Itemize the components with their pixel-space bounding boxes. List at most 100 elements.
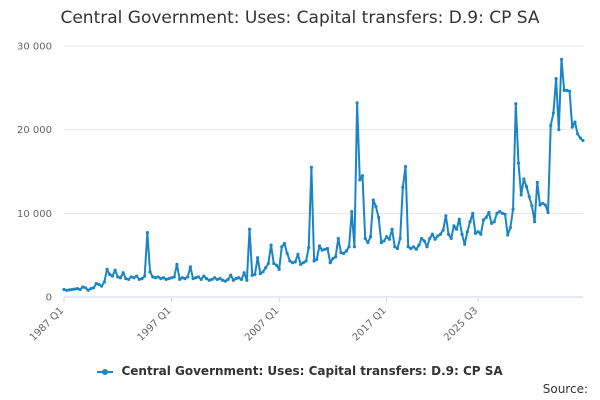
data-point[interactable]	[186, 275, 190, 279]
data-point[interactable]	[97, 282, 101, 287]
data-point[interactable]	[83, 286, 88, 290]
data-point[interactable]	[398, 236, 402, 241]
data-point[interactable]	[253, 272, 257, 277]
data-point[interactable]	[473, 231, 478, 236]
data-point[interactable]	[242, 271, 246, 275]
data-point[interactable]	[546, 210, 550, 215]
data-point[interactable]	[264, 266, 268, 270]
data-point[interactable]	[379, 241, 383, 245]
data-point[interactable]	[178, 277, 182, 282]
data-point[interactable]	[433, 237, 437, 241]
data-point[interactable]	[344, 249, 348, 253]
data-point[interactable]	[212, 276, 217, 280]
data-point[interactable]	[81, 285, 85, 289]
data-point[interactable]	[519, 193, 523, 197]
data-point[interactable]	[102, 280, 106, 284]
data-point[interactable]	[476, 230, 480, 234]
data-point[interactable]	[153, 276, 158, 280]
data-point[interactable]	[541, 201, 545, 205]
data-point[interactable]	[323, 247, 327, 251]
data-point[interactable]	[89, 287, 93, 291]
data-point[interactable]	[183, 276, 187, 281]
data-point[interactable]	[532, 220, 537, 224]
data-point[interactable]	[299, 262, 303, 266]
data-point[interactable]	[328, 261, 332, 265]
data-point[interactable]	[495, 211, 499, 215]
data-point[interactable]	[245, 278, 249, 282]
data-point[interactable]	[100, 284, 104, 288]
data-point[interactable]	[414, 247, 418, 251]
data-point[interactable]	[140, 276, 144, 281]
data-point[interactable]	[116, 275, 120, 279]
data-point[interactable]	[543, 203, 547, 207]
data-point[interactable]	[420, 236, 424, 241]
data-point[interactable]	[172, 275, 176, 279]
data-point[interactable]	[62, 287, 66, 292]
data-point[interactable]	[135, 274, 139, 278]
data-point[interactable]	[342, 251, 346, 256]
data-point[interactable]	[121, 271, 125, 275]
data-point[interactable]	[352, 245, 357, 249]
data-point[interactable]	[180, 276, 184, 280]
data-point[interactable]	[417, 243, 421, 247]
data-point[interactable]	[425, 245, 429, 249]
data-point[interactable]	[565, 88, 569, 92]
data-point[interactable]	[113, 268, 117, 272]
data-point[interactable]	[551, 111, 556, 115]
data-point[interactable]	[167, 276, 171, 281]
data-point[interactable]	[188, 265, 192, 269]
data-point[interactable]	[570, 125, 574, 129]
data-point[interactable]	[567, 89, 572, 93]
data-point[interactable]	[500, 211, 504, 215]
data-point[interactable]	[524, 184, 529, 189]
data-point[interactable]	[463, 242, 467, 246]
data-point[interactable]	[320, 248, 324, 252]
data-point[interactable]	[70, 287, 74, 292]
data-point[interactable]	[411, 245, 416, 249]
data-point[interactable]	[334, 255, 338, 259]
data-point[interactable]	[315, 257, 319, 261]
data-point[interactable]	[290, 261, 295, 265]
data-point[interactable]	[159, 276, 163, 281]
data-point[interactable]	[444, 214, 448, 218]
data-point[interactable]	[282, 241, 287, 246]
data-point[interactable]	[145, 230, 149, 235]
data-point[interactable]	[535, 180, 539, 184]
data-point[interactable]	[151, 275, 155, 279]
data-point[interactable]	[234, 276, 238, 281]
data-point[interactable]	[516, 161, 521, 165]
data-point[interactable]	[199, 277, 203, 282]
data-point[interactable]	[506, 233, 510, 237]
data-point[interactable]	[75, 287, 80, 291]
data-point[interactable]	[576, 132, 580, 136]
data-point[interactable]	[94, 282, 98, 286]
data-point[interactable]	[296, 252, 300, 256]
data-point[interactable]	[250, 273, 254, 277]
data-point[interactable]	[237, 276, 241, 280]
data-point[interactable]	[522, 177, 526, 181]
data-point[interactable]	[210, 277, 214, 282]
data-point[interactable]	[215, 277, 219, 282]
data-point[interactable]	[126, 277, 131, 282]
data-point[interactable]	[468, 220, 472, 224]
data-point[interactable]	[256, 256, 260, 260]
legend[interactable]: Central Government: Uses: Capital transf…	[0, 364, 600, 378]
data-point[interactable]	[221, 278, 225, 282]
data-point[interactable]	[406, 245, 410, 249]
data-point[interactable]	[557, 128, 561, 132]
data-point[interactable]	[301, 261, 305, 265]
data-point[interactable]	[455, 227, 459, 231]
data-point[interactable]	[274, 263, 279, 267]
data-point[interactable]	[530, 204, 534, 208]
data-point[interactable]	[156, 275, 160, 279]
data-point[interactable]	[465, 230, 469, 234]
data-point[interactable]	[436, 234, 440, 238]
data-point[interactable]	[422, 239, 426, 243]
data-point[interactable]	[401, 185, 405, 189]
data-point[interactable]	[331, 256, 335, 261]
data-point[interactable]	[350, 210, 354, 214]
data-point[interactable]	[573, 120, 577, 124]
data-point[interactable]	[78, 287, 82, 292]
data-point[interactable]	[503, 212, 507, 216]
data-point[interactable]	[554, 77, 558, 81]
